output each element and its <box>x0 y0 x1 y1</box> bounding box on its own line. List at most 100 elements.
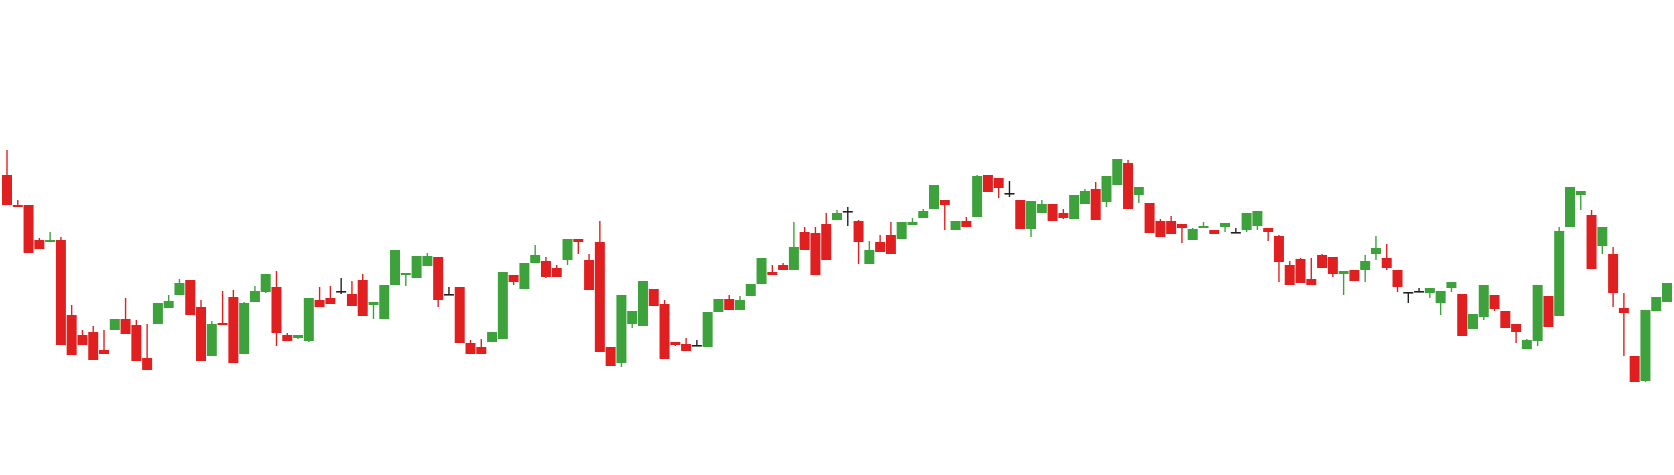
candle <box>422 253 433 266</box>
candle-body <box>55 240 66 345</box>
candle-body <box>12 205 23 207</box>
candle <box>1575 191 1586 210</box>
candle <box>1662 283 1672 302</box>
candle <box>939 200 950 230</box>
candle-body <box>832 213 842 220</box>
candle <box>120 298 131 334</box>
candle-body <box>702 312 713 347</box>
candle <box>1036 200 1047 213</box>
candle-body <box>1176 224 1187 228</box>
candle-body <box>1586 215 1597 269</box>
candle-body <box>1101 176 1112 202</box>
candle <box>1284 261 1295 285</box>
candle-body <box>605 347 616 366</box>
candle-body <box>120 319 131 334</box>
candle <box>1123 160 1134 209</box>
candle-body <box>982 175 993 192</box>
candle-body <box>939 200 950 205</box>
candle <box>1414 288 1425 293</box>
candle <box>519 263 530 289</box>
candle <box>1608 247 1619 307</box>
candle <box>77 330 88 345</box>
candle <box>1026 201 1037 237</box>
candle-body <box>1370 248 1381 254</box>
candle-body <box>1597 227 1608 246</box>
candle <box>713 299 724 312</box>
candle <box>1640 310 1651 382</box>
candle <box>702 312 713 347</box>
candle <box>1187 228 1198 240</box>
candle <box>918 209 929 218</box>
candle <box>1241 213 1252 232</box>
candle <box>228 290 239 363</box>
candle-body <box>1424 288 1435 293</box>
candle-body <box>1651 297 1662 311</box>
candle-body <box>1435 291 1446 303</box>
candle <box>185 280 196 315</box>
candle <box>993 178 1004 198</box>
candle <box>961 217 972 227</box>
candle <box>1306 258 1317 285</box>
candle <box>616 295 627 367</box>
candle <box>239 302 250 354</box>
candle-body <box>1392 270 1403 287</box>
candle <box>476 339 487 354</box>
candle <box>12 200 23 207</box>
candle <box>1511 324 1522 343</box>
candle <box>2 150 12 205</box>
candle <box>88 326 99 360</box>
candle-body <box>1457 294 1468 336</box>
candle <box>217 291 228 325</box>
candle <box>1618 293 1629 356</box>
candle <box>1079 189 1090 204</box>
candle <box>821 213 832 260</box>
candle <box>497 272 508 339</box>
candle <box>1370 236 1381 260</box>
candle-body <box>810 233 821 275</box>
candle <box>950 221 961 230</box>
candle-body <box>1618 308 1629 313</box>
candle-body <box>293 335 304 338</box>
candle-body <box>724 299 735 310</box>
candle <box>1090 182 1101 220</box>
candle <box>1338 271 1349 295</box>
candle-body <box>487 332 498 342</box>
candle-body <box>1263 228 1274 232</box>
candle-body <box>1403 292 1414 294</box>
candle-body <box>1564 187 1575 227</box>
candle-body <box>540 261 551 277</box>
candle <box>1597 227 1608 254</box>
candle-body <box>1112 159 1123 185</box>
candle-body <box>260 274 271 292</box>
candle-body <box>1381 258 1392 268</box>
candle <box>1295 258 1306 283</box>
candle-body <box>584 260 595 290</box>
candle-body <box>1133 187 1144 195</box>
candle-body <box>465 343 476 354</box>
candle-body <box>508 275 519 282</box>
candle-body <box>1026 201 1037 229</box>
candle-body <box>1500 311 1511 328</box>
candle <box>1252 211 1263 230</box>
candle-body <box>1047 204 1058 221</box>
candle <box>853 220 864 264</box>
candle-body <box>443 294 454 296</box>
candle <box>1112 159 1123 185</box>
candle-body <box>476 347 487 354</box>
candle <box>1500 311 1511 328</box>
candle <box>196 300 207 361</box>
candle-body <box>368 302 379 305</box>
candle-body <box>45 240 56 242</box>
candle <box>508 275 519 285</box>
candle <box>1586 210 1597 269</box>
candle <box>433 257 444 307</box>
candle <box>810 227 821 275</box>
candle-body <box>1306 279 1317 285</box>
candle <box>357 274 368 316</box>
candle-body <box>1090 189 1101 220</box>
candle <box>142 324 153 370</box>
candle-body <box>282 335 293 341</box>
candle-body <box>573 239 584 242</box>
